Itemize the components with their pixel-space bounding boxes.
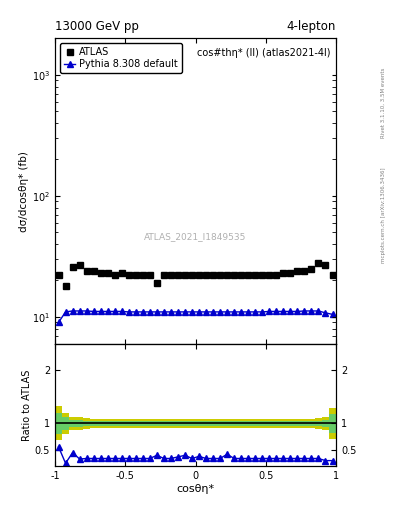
Pythia 8.308 default [190, 309, 195, 315]
Pythia 8.308 default [295, 308, 300, 314]
ATLAS [309, 266, 314, 272]
Pythia 8.308 default [119, 308, 124, 314]
ATLAS [176, 272, 180, 279]
ATLAS [253, 272, 257, 279]
ATLAS [225, 272, 230, 279]
Pythia 8.308 default [260, 309, 264, 315]
ATLAS [281, 270, 286, 276]
Pythia 8.308 default [77, 308, 82, 314]
ATLAS [218, 272, 222, 279]
ATLAS [56, 272, 61, 279]
Pythia 8.308 default [91, 308, 96, 314]
ATLAS [147, 272, 152, 279]
ATLAS [190, 272, 195, 279]
Pythia 8.308 default [176, 309, 180, 315]
ATLAS [232, 272, 237, 279]
ATLAS [119, 270, 124, 276]
Pythia 8.308 default [196, 309, 201, 315]
ATLAS [169, 272, 173, 279]
Pythia 8.308 default [239, 309, 244, 315]
ATLAS [196, 272, 201, 279]
ATLAS [63, 283, 68, 289]
ATLAS [84, 268, 89, 274]
ATLAS [105, 270, 110, 276]
ATLAS [204, 272, 208, 279]
Y-axis label: Ratio to ATLAS: Ratio to ATLAS [22, 369, 32, 440]
ATLAS [295, 268, 300, 274]
ATLAS [267, 272, 272, 279]
Pythia 8.308 default [274, 308, 279, 314]
ATLAS [112, 272, 117, 279]
Pythia 8.308 default [84, 308, 89, 314]
Text: cos#thη* (ll) (atlas2021-4l): cos#thη* (ll) (atlas2021-4l) [197, 48, 331, 57]
ATLAS [316, 260, 321, 266]
ATLAS [70, 264, 75, 270]
X-axis label: cosθη*: cosθη* [176, 483, 215, 494]
ATLAS [260, 272, 264, 279]
Pythia 8.308 default [302, 308, 307, 314]
Pythia 8.308 default [183, 309, 187, 315]
ATLAS [154, 280, 159, 286]
ATLAS [140, 272, 145, 279]
Text: ATLAS_2021_I1849535: ATLAS_2021_I1849535 [144, 232, 247, 241]
Pythia 8.308 default [225, 309, 230, 315]
Pythia 8.308 default [253, 309, 257, 315]
Pythia 8.308 default [232, 309, 237, 315]
ATLAS [323, 262, 328, 268]
Pythia 8.308 default [288, 308, 293, 314]
Pythia 8.308 default [154, 309, 159, 315]
Text: 13000 GeV pp: 13000 GeV pp [55, 20, 139, 33]
Pythia 8.308 default [169, 309, 173, 315]
Text: mcplots.cern.ch [arXiv:1306.3436]: mcplots.cern.ch [arXiv:1306.3436] [381, 167, 386, 263]
Pythia 8.308 default [316, 308, 321, 314]
Pythia 8.308 default [281, 308, 286, 314]
Text: Rivet 3.1.10, 3.5M events: Rivet 3.1.10, 3.5M events [381, 67, 386, 138]
Legend: ATLAS, Pythia 8.308 default: ATLAS, Pythia 8.308 default [60, 43, 182, 73]
Pythia 8.308 default [246, 309, 251, 315]
Pythia 8.308 default [127, 309, 131, 315]
ATLAS [162, 272, 166, 279]
Pythia 8.308 default [162, 309, 166, 315]
Pythia 8.308 default [56, 319, 61, 326]
Pythia 8.308 default [98, 308, 103, 314]
ATLAS [183, 272, 187, 279]
Pythia 8.308 default [112, 308, 117, 314]
Text: 4-lepton: 4-lepton [286, 20, 336, 33]
Pythia 8.308 default [204, 309, 208, 315]
ATLAS [302, 268, 307, 274]
Pythia 8.308 default [147, 309, 152, 315]
Pythia 8.308 default [63, 309, 68, 315]
Line: Pythia 8.308 default: Pythia 8.308 default [56, 308, 335, 325]
ATLAS [274, 272, 279, 279]
ATLAS [246, 272, 251, 279]
Pythia 8.308 default [218, 309, 222, 315]
Y-axis label: dσ/dcosθη* (fb): dσ/dcosθη* (fb) [19, 151, 29, 231]
ATLAS [134, 272, 138, 279]
Pythia 8.308 default [330, 311, 335, 317]
Pythia 8.308 default [211, 309, 215, 315]
Pythia 8.308 default [323, 310, 328, 316]
ATLAS [288, 270, 293, 276]
Pythia 8.308 default [140, 309, 145, 315]
Pythia 8.308 default [309, 308, 314, 314]
ATLAS [91, 268, 96, 274]
ATLAS [330, 272, 335, 279]
ATLAS [127, 272, 131, 279]
Pythia 8.308 default [267, 308, 272, 314]
Pythia 8.308 default [105, 308, 110, 314]
ATLAS [239, 272, 244, 279]
ATLAS [211, 272, 215, 279]
Pythia 8.308 default [134, 309, 138, 315]
Pythia 8.308 default [70, 308, 75, 314]
Line: ATLAS: ATLAS [56, 260, 335, 289]
ATLAS [77, 262, 82, 268]
ATLAS [98, 270, 103, 276]
